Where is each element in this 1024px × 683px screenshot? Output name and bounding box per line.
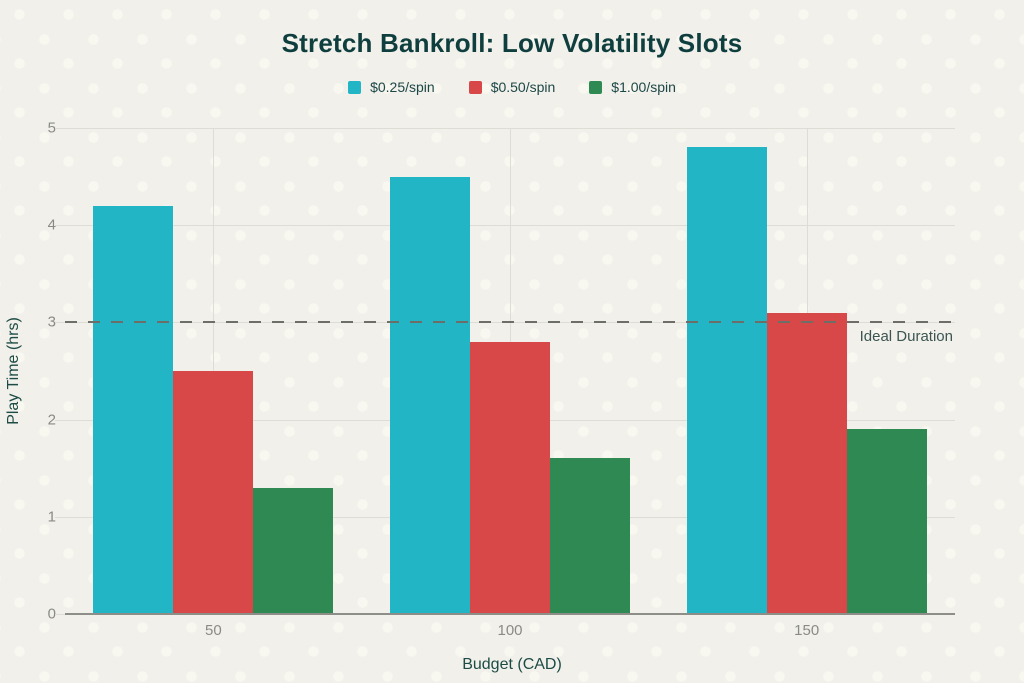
x-axis: 50 100 150 — [65, 622, 955, 644]
bar--0-25-spin-150 — [686, 147, 767, 614]
y-tick-mark — [55, 225, 65, 227]
x-tick-label: 150 — [794, 622, 820, 639]
x-tick-label: 100 — [497, 622, 523, 639]
y-tick-mark — [55, 516, 65, 518]
y-tick-label: 4 — [47, 216, 56, 234]
bar--1-00-spin-150 — [846, 429, 927, 614]
legend-item: $0.50/spin — [468, 79, 556, 95]
y-axis: 0 1 2 3 4 5 — [0, 120, 56, 623]
legend-swatch-icon — [348, 80, 362, 94]
y-tick-mark — [55, 322, 65, 324]
bar--0-25-spin-50 — [93, 205, 174, 614]
y-tick-label: 5 — [47, 119, 56, 137]
y-tick-label: 1 — [47, 508, 56, 526]
legend-item: $1.00/spin — [589, 79, 676, 95]
bar--1-00-spin-50 — [253, 487, 334, 614]
chart-title: Stretch Bankroll: Low Volatility Slots — [281, 28, 743, 58]
x-tick-label: 50 — [204, 622, 222, 639]
legend-label: $0.25/spin — [370, 79, 435, 95]
y-tick-label: 0 — [47, 605, 56, 623]
legend: $0.25/spin $0.50/spin $1.00/spin — [0, 79, 1024, 95]
y-tick-mark — [55, 614, 65, 615]
reference-line — [65, 321, 955, 324]
legend-label: $0.50/spin — [490, 79, 556, 95]
reference-line-label: Ideal Duration — [859, 328, 953, 346]
y-tick-label: 2 — [47, 411, 56, 429]
bar--1-00-spin-100 — [550, 458, 630, 614]
y-tick-label: 3 — [47, 313, 56, 331]
legend-swatch-icon — [589, 80, 603, 94]
bar--0-50-spin-100 — [470, 341, 550, 614]
legend-swatch-icon — [468, 80, 482, 94]
x-axis-spine — [65, 613, 955, 615]
plot-area: Ideal Duration — [55, 128, 955, 615]
bar--0-25-spin-100 — [390, 176, 470, 614]
y-tick-mark — [55, 128, 65, 129]
y-axis-title: Play Time (hrs) — [5, 317, 22, 425]
legend-label: $1.00/spin — [611, 79, 676, 95]
bar--0-50-spin-50 — [173, 371, 254, 614]
bar--0-50-spin-150 — [766, 312, 847, 614]
legend-item: $0.25/spin — [348, 79, 435, 95]
y-tick-mark — [55, 419, 65, 421]
x-axis-title: Budget (CAD) — [462, 656, 562, 673]
